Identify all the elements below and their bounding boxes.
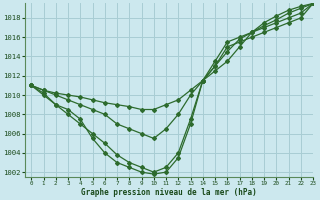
X-axis label: Graphe pression niveau de la mer (hPa): Graphe pression niveau de la mer (hPa) — [81, 188, 257, 197]
